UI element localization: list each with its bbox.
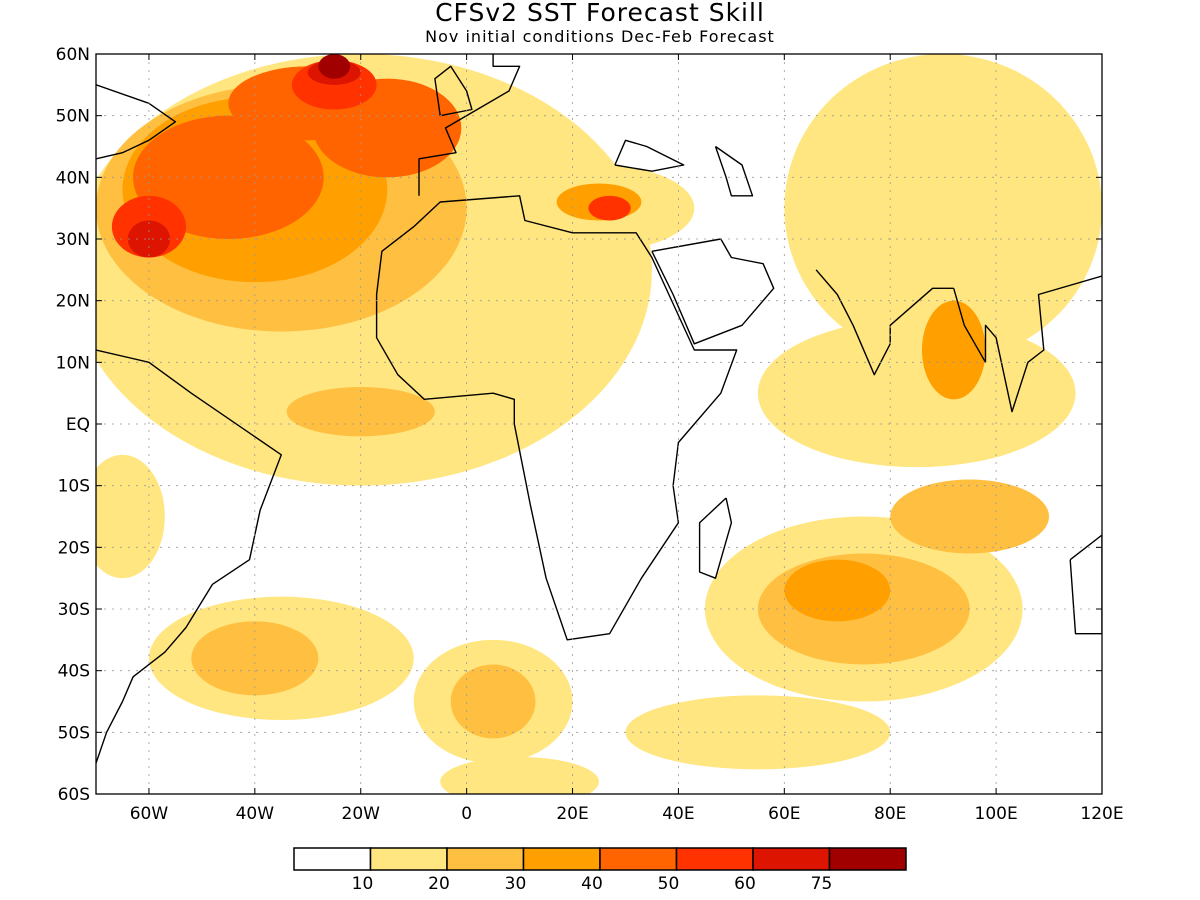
lat-tick-label: 60S (58, 785, 90, 805)
colorbar-label: 30 (505, 874, 527, 894)
colorbar-swatch-7 (828, 847, 907, 871)
india-outline (815, 269, 954, 376)
colorbar-label: 75 (811, 874, 833, 894)
colorbar-label: 10 (352, 874, 374, 894)
skill-region-8 (625, 695, 891, 770)
colorbar-swatch-4 (599, 847, 678, 871)
lon-tick-label: 40W (236, 804, 275, 824)
lat-tick-label: 60N (56, 45, 90, 65)
caspian-outline (714, 145, 754, 197)
black-sea-outline (614, 139, 685, 172)
colorbar: 10 20 30 40 50 60 75 (293, 847, 907, 894)
skill-region-9 (440, 757, 599, 794)
map-subtitle: Nov initial conditions Dec-Feb Forecast (425, 27, 775, 46)
lat-tick-label: 20S (58, 538, 90, 558)
lon-tick-label: 100E (975, 804, 1018, 824)
skill-region-28 (318, 54, 351, 79)
lat-tick-label: 50N (56, 107, 90, 127)
lon-tick-label: 120E (1080, 804, 1123, 824)
skill-region-25 (588, 195, 631, 221)
colorbar-swatch-6 (752, 847, 831, 871)
north-america-outline (96, 84, 177, 160)
lon-tick-label: 40E (662, 804, 694, 824)
lat-tick-label: 10N (56, 353, 90, 373)
land-outlines (96, 23, 1102, 764)
lon-tick-label: 80E (874, 804, 906, 824)
skill-region-14 (450, 664, 536, 739)
colorbar-swatch-2 (446, 847, 525, 871)
skill-region-20 (133, 115, 324, 239)
australia-outline (1069, 534, 1102, 635)
skill-region-2 (784, 54, 1102, 363)
lat-tick-label: 50S (58, 723, 90, 743)
europe-outline (418, 54, 521, 196)
skill-region-7 (96, 454, 165, 579)
lat-tick-label: EQ (66, 415, 90, 435)
skill-region-13 (191, 621, 319, 696)
lat-tick-label: 30N (56, 230, 90, 250)
colorbar-label: 60 (734, 874, 756, 894)
iceland-outline (340, 23, 393, 35)
south-america-outline (96, 349, 282, 764)
axis-ticks: 60N 50N 40N 30N 20N 10N EQ 10S 20S 30S 40S 50S 60S 60… (56, 45, 1124, 824)
skill-regions (96, 54, 1102, 794)
colorbar-swatch-0 (293, 847, 372, 871)
lat-tick-label: 40N (56, 168, 90, 188)
lon-tick-label: 0 (461, 804, 472, 824)
colorbar-label: 50 (658, 874, 680, 894)
lon-tick-label: 60E (768, 804, 800, 824)
lon-tick-label: 20W (342, 804, 381, 824)
lat-tick-label: 20N (56, 292, 90, 312)
lat-tick-label: 10S (58, 477, 90, 497)
skill-region-17 (921, 300, 986, 400)
skill-region-12 (890, 479, 1050, 554)
lon-tick-label: 20E (556, 804, 588, 824)
skill-region-3 (757, 319, 1076, 468)
colorbar-swatch-1 (369, 847, 448, 871)
colorbar-label: 40 (581, 874, 603, 894)
skill-region-19 (784, 559, 891, 622)
lat-tick-label: 40S (58, 662, 90, 682)
colorbar-swatch-5 (675, 847, 754, 871)
lon-tick-label: 60W (130, 804, 169, 824)
madagascar-outline (698, 497, 733, 579)
skill-region-15 (286, 387, 435, 437)
lat-tick-label: 30S (58, 600, 90, 620)
arabia-outline (651, 238, 775, 345)
colorbar-swatch-3 (522, 847, 601, 871)
southeast-asia-outline (953, 275, 1102, 413)
map-title: CFSv2 SST Forecast Skill (435, 0, 765, 27)
colorbar-label: 20 (428, 874, 450, 894)
grid-lines (96, 54, 1102, 794)
